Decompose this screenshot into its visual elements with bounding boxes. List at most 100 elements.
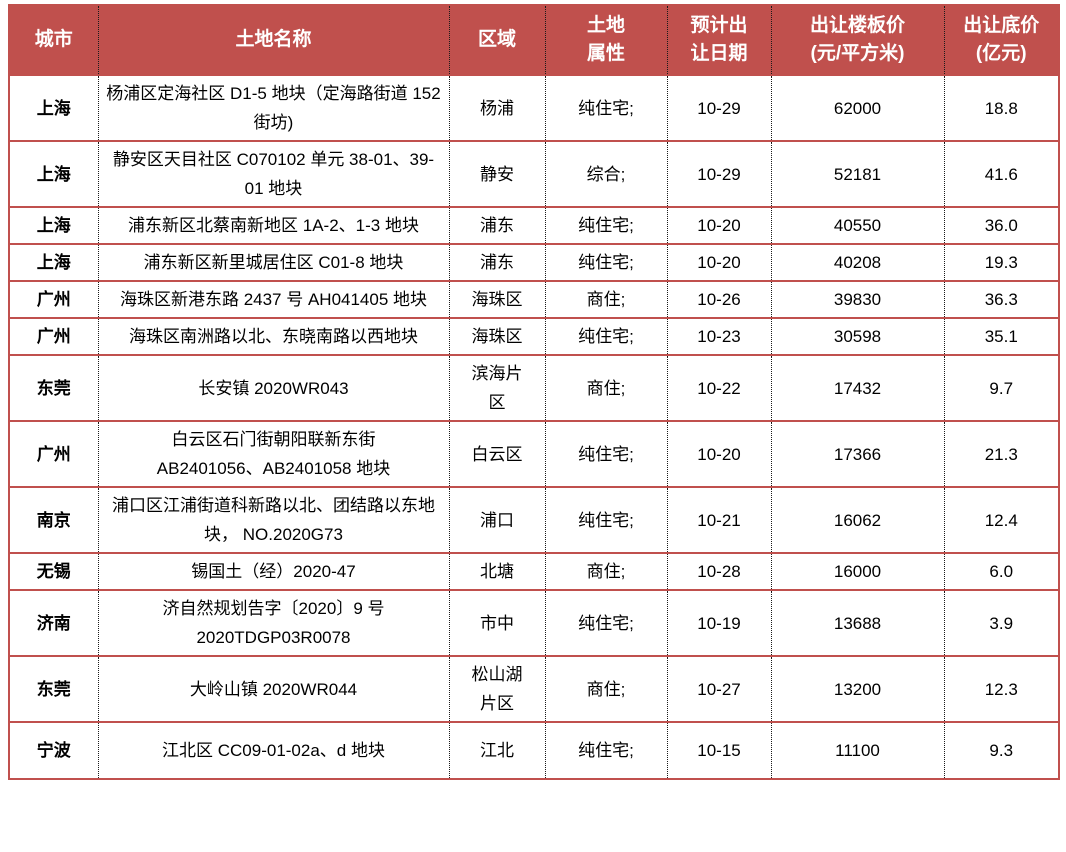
table-row: 广州 白云区石门街朝阳联新东街 AB2401056、AB2401058 地块 白云区… xyxy=(9,421,1059,488)
cell-district: 静安 xyxy=(449,141,546,208)
cell-reserve-price: 36.0 xyxy=(944,207,1059,245)
cell-attribute: 纯住宅; xyxy=(545,487,668,554)
cell-city: 上海 xyxy=(9,75,99,142)
cell-district: 松山湖 片区 xyxy=(449,656,546,723)
cell-date: 10-20 xyxy=(667,421,772,488)
table-row: 广州 海珠区南洲路以北、东晓南路以西地块 海珠区 纯住宅; 10-23 30598 35.1 xyxy=(9,318,1059,356)
cell-date: 10-21 xyxy=(667,487,772,554)
cell-land-name: 大岭山镇 2020WR044 xyxy=(98,656,450,723)
cell-reserve-price: 3.9 xyxy=(944,590,1059,657)
cell-land-name: 白云区石门街朝阳联新东街 AB2401056、AB2401058 地块 xyxy=(98,421,450,488)
cell-floor-price: 17366 xyxy=(771,421,945,488)
cell-floor-price: 62000 xyxy=(771,75,945,142)
cell-reserve-price: 41.6 xyxy=(944,141,1059,208)
cell-land-name: 江北区 CC09-01-02a、d 地块 xyxy=(98,722,450,779)
cell-attribute: 商住; xyxy=(545,281,668,319)
col-header-reserve-price: 出让底价 (亿元) xyxy=(944,5,1059,76)
col-header-date: 预计出 让日期 xyxy=(667,5,772,76)
cell-date: 10-27 xyxy=(667,656,772,723)
table-body: 上海 杨浦区定海社区 D1-5 地块（定海路街道 152 街坊) 杨浦 纯住宅; 10-… xyxy=(9,75,1059,779)
cell-attribute: 纯住宅; xyxy=(545,207,668,245)
table-row: 上海 静安区天目社区 C070102 单元 38-01、39-01 地块 静安 综合;… xyxy=(9,141,1059,208)
cell-district: 海珠区 xyxy=(449,281,546,319)
cell-date: 10-29 xyxy=(667,141,772,208)
page: 城市 土地名称 区域 土地 属性 预计出 让日期 出让楼板价 (元/平方米) 出让底价 (亿… xyxy=(8,4,1060,780)
cell-attribute: 纯住宅; xyxy=(545,318,668,356)
cell-attribute: 纯住宅; xyxy=(545,75,668,142)
cell-district: 浦东 xyxy=(449,244,546,282)
col-header-city: 城市 xyxy=(9,5,99,76)
table-row: 无锡 锡国土（经）2020-47 北塘 商住; 10-28 16000 6.0 xyxy=(9,553,1059,591)
cell-land-name: 海珠区南洲路以北、东晓南路以西地块 xyxy=(98,318,450,356)
cell-land-name: 长安镇 2020WR043 xyxy=(98,355,450,422)
cell-district: 杨浦 xyxy=(449,75,546,142)
cell-date: 10-29 xyxy=(667,75,772,142)
cell-land-name: 静安区天目社区 C070102 单元 38-01、39-01 地块 xyxy=(98,141,450,208)
cell-floor-price: 11100 xyxy=(771,722,945,779)
cell-attribute: 综合; xyxy=(545,141,668,208)
cell-land-name: 济自然规划告字〔2020〕9 号 2020TDGP03R0078 xyxy=(98,590,450,657)
col-header-floor-price: 出让楼板价 (元/平方米) xyxy=(771,5,945,76)
table-row: 广州 海珠区新港东路 2437 号 AH041405 地块 海珠区 商住; 10-26 3… xyxy=(9,281,1059,319)
cell-land-name: 浦东新区北蔡南新地区 1A-2、1-3 地块 xyxy=(98,207,450,245)
cell-date: 10-15 xyxy=(667,722,772,779)
cell-floor-price: 16062 xyxy=(771,487,945,554)
cell-reserve-price: 21.3 xyxy=(944,421,1059,488)
col-header-attribute: 土地 属性 xyxy=(545,5,668,76)
cell-district: 白云区 xyxy=(449,421,546,488)
col-header-land-name: 土地名称 xyxy=(98,5,450,76)
cell-district: 江北 xyxy=(449,722,546,779)
cell-land-name: 海珠区新港东路 2437 号 AH041405 地块 xyxy=(98,281,450,319)
table-row: 上海 杨浦区定海社区 D1-5 地块（定海路街道 152 街坊) 杨浦 纯住宅; 10-… xyxy=(9,75,1059,142)
cell-reserve-price: 18.8 xyxy=(944,75,1059,142)
table-row: 东莞 长安镇 2020WR043 滨海片 区商住; 10-22 17432 9.7 xyxy=(9,355,1059,422)
cell-floor-price: 16000 xyxy=(771,553,945,591)
cell-district: 浦东 xyxy=(449,207,546,245)
cell-city: 宁波 xyxy=(9,722,99,779)
table-row: 上海 浦东新区新里城居住区 C01-8 地块 浦东 纯住宅; 10-20 40208 19.… xyxy=(9,244,1059,282)
cell-date: 10-23 xyxy=(667,318,772,356)
cell-district: 浦口 xyxy=(449,487,546,554)
cell-floor-price: 52181 xyxy=(771,141,945,208)
table-row: 上海 浦东新区北蔡南新地区 1A-2、1-3 地块 浦东 纯住宅; 10-20 40550… xyxy=(9,207,1059,245)
cell-city: 上海 xyxy=(9,244,99,282)
cell-city: 广州 xyxy=(9,421,99,488)
cell-date: 10-20 xyxy=(667,207,772,245)
table-header: 城市 土地名称 区域 土地 属性 预计出 让日期 出让楼板价 (元/平方米) 出让底价 (亿… xyxy=(9,5,1059,76)
cell-reserve-price: 35.1 xyxy=(944,318,1059,356)
cell-reserve-price: 9.3 xyxy=(944,722,1059,779)
cell-floor-price: 17432 xyxy=(771,355,945,422)
cell-city: 广州 xyxy=(9,281,99,319)
table-row: 宁波 江北区 CC09-01-02a、d 地块 江北 纯住宅; 10-15 11100 9.… xyxy=(9,722,1059,779)
table-row: 济南 济自然规划告字〔2020〕9 号 2020TDGP03R0078 市中 纯住宅;… xyxy=(9,590,1059,657)
land-table: 城市 土地名称 区域 土地 属性 预计出 让日期 出让楼板价 (元/平方米) 出让底价 (亿… xyxy=(8,4,1060,780)
cell-land-name: 杨浦区定海社区 D1-5 地块（定海路街道 152 街坊) xyxy=(98,75,450,142)
cell-date: 10-26 xyxy=(667,281,772,319)
cell-district: 滨海片 区 xyxy=(449,355,546,422)
cell-reserve-price: 6.0 xyxy=(944,553,1059,591)
col-header-district: 区域 xyxy=(449,5,546,76)
cell-district: 北塘 xyxy=(449,553,546,591)
cell-city: 广州 xyxy=(9,318,99,356)
cell-attribute: 纯住宅; xyxy=(545,421,668,488)
cell-land-name: 锡国土（经）2020-47 xyxy=(98,553,450,591)
cell-date: 10-19 xyxy=(667,590,772,657)
cell-attribute: 纯住宅; xyxy=(545,590,668,657)
cell-city: 东莞 xyxy=(9,656,99,723)
cell-attribute: 商住; xyxy=(545,355,668,422)
cell-city: 东莞 xyxy=(9,355,99,422)
cell-floor-price: 39830 xyxy=(771,281,945,319)
header-row: 城市 土地名称 区域 土地 属性 预计出 让日期 出让楼板价 (元/平方米) 出让底价 (亿… xyxy=(9,5,1059,76)
cell-district: 海珠区 xyxy=(449,318,546,356)
cell-date: 10-28 xyxy=(667,553,772,591)
cell-city: 无锡 xyxy=(9,553,99,591)
cell-floor-price: 40208 xyxy=(771,244,945,282)
cell-floor-price: 40550 xyxy=(771,207,945,245)
cell-floor-price: 30598 xyxy=(771,318,945,356)
cell-floor-price: 13688 xyxy=(771,590,945,657)
cell-attribute: 商住; xyxy=(545,656,668,723)
cell-city: 济南 xyxy=(9,590,99,657)
cell-attribute: 纯住宅; xyxy=(545,244,668,282)
table-row: 东莞 大岭山镇 2020WR044 松山湖 片区 商住; 10-27 13200 12.3 xyxy=(9,656,1059,723)
cell-land-name: 浦口区江浦街道科新路以北、团结路以东地块， NO.2020G73 xyxy=(98,487,450,554)
